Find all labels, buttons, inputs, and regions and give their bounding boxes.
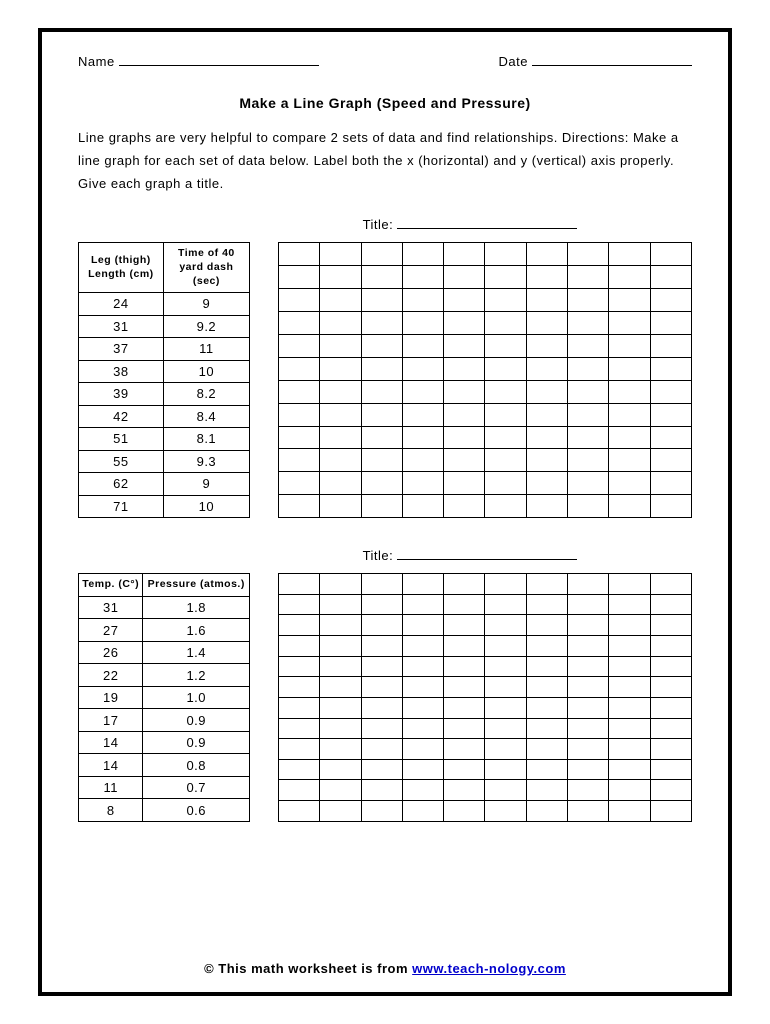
table-cell: 11 <box>79 776 143 799</box>
table1-col1-header: Leg (thigh) Length (cm) <box>79 243 164 293</box>
graph2-title-blank[interactable] <box>397 548 577 560</box>
footer: © This math worksheet is from www.teach-… <box>42 961 728 976</box>
table1-col2-header: Time of 40 yard dash (sec) <box>163 243 249 293</box>
table-row: 559.3 <box>79 450 250 473</box>
table-cell: 9.3 <box>163 450 249 473</box>
table-row: 191.0 <box>79 686 250 709</box>
table2-col2-header: Pressure (atmos.) <box>143 574 250 597</box>
table-cell: 19 <box>79 686 143 709</box>
table-cell: 26 <box>79 641 143 664</box>
table-cell: 38 <box>79 360 164 383</box>
table-row: 271.6 <box>79 619 250 642</box>
table-cell: 10 <box>163 495 249 518</box>
table-cell: 1.6 <box>143 619 250 642</box>
header-row: Name Date <box>78 54 692 69</box>
graph1-title-row: Title: <box>78 217 692 232</box>
table-cell: 9.2 <box>163 315 249 338</box>
table-row: 80.6 <box>79 799 250 822</box>
section-2: Temp. (C°) Pressure (atmos.) 311.8271.62… <box>78 573 692 822</box>
table-row: 428.4 <box>79 405 250 428</box>
section-1: Leg (thigh) Length (cm) Time of 40 yard … <box>78 242 692 518</box>
table-row: 319.2 <box>79 315 250 338</box>
table-row: 140.9 <box>79 731 250 754</box>
table-cell: 1.0 <box>143 686 250 709</box>
name-field: Name <box>78 54 319 69</box>
table-cell: 17 <box>79 709 143 732</box>
footer-prefix: © This math worksheet is from <box>204 961 412 976</box>
table-cell: 24 <box>79 293 164 316</box>
table-cell: 31 <box>79 596 143 619</box>
table-row: 7110 <box>79 495 250 518</box>
table-row: 261.4 <box>79 641 250 664</box>
table-cell: 27 <box>79 619 143 642</box>
table-cell: 9 <box>163 293 249 316</box>
table-cell: 8.4 <box>163 405 249 428</box>
table-cell: 22 <box>79 664 143 687</box>
table-row: 3810 <box>79 360 250 383</box>
table-row: 170.9 <box>79 709 250 732</box>
table-cell: 8.1 <box>163 428 249 451</box>
table-cell: 14 <box>79 731 143 754</box>
table-cell: 0.7 <box>143 776 250 799</box>
date-blank[interactable] <box>532 54 692 66</box>
date-field: Date <box>499 54 692 69</box>
table-row: 518.1 <box>79 428 250 451</box>
worksheet-title: Make a Line Graph (Speed and Pressure) <box>78 95 692 111</box>
table-cell: 8.2 <box>163 383 249 406</box>
table-row: 629 <box>79 473 250 496</box>
table-cell: 37 <box>79 338 164 361</box>
table-cell: 11 <box>163 338 249 361</box>
graph2-title-label: Title: <box>363 548 394 563</box>
table-cell: 39 <box>79 383 164 406</box>
table-cell: 9 <box>163 473 249 496</box>
directions-text: Line graphs are very helpful to compare … <box>78 127 692 195</box>
graph-grid-1[interactable] <box>278 242 692 518</box>
table-row: 221.2 <box>79 664 250 687</box>
table2-col1-header: Temp. (C°) <box>79 574 143 597</box>
table-cell: 0.8 <box>143 754 250 777</box>
table-cell: 8 <box>79 799 143 822</box>
table-cell: 55 <box>79 450 164 473</box>
graph1-title-blank[interactable] <box>397 217 577 229</box>
table-cell: 1.4 <box>143 641 250 664</box>
table-cell: 0.6 <box>143 799 250 822</box>
table-row: 3711 <box>79 338 250 361</box>
graph2-title-row: Title: <box>78 548 692 563</box>
table-cell: 0.9 <box>143 731 250 754</box>
table-cell: 1.2 <box>143 664 250 687</box>
table-cell: 0.9 <box>143 709 250 732</box>
table-row: 311.8 <box>79 596 250 619</box>
table-row: 249 <box>79 293 250 316</box>
footer-link[interactable]: www.teach-nology.com <box>412 961 566 976</box>
table-cell: 10 <box>163 360 249 383</box>
data-table-2: Temp. (C°) Pressure (atmos.) 311.8271.62… <box>78 573 250 822</box>
date-label: Date <box>499 54 528 69</box>
graph1-title-label: Title: <box>363 217 394 232</box>
data-table-1: Leg (thigh) Length (cm) Time of 40 yard … <box>78 242 250 518</box>
table-row: 110.7 <box>79 776 250 799</box>
table-cell: 31 <box>79 315 164 338</box>
graph-grid-2[interactable] <box>278 573 692 822</box>
table-cell: 62 <box>79 473 164 496</box>
table-cell: 51 <box>79 428 164 451</box>
name-blank[interactable] <box>119 54 319 66</box>
table-cell: 14 <box>79 754 143 777</box>
name-label: Name <box>78 54 115 69</box>
table-cell: 42 <box>79 405 164 428</box>
table-row: 140.8 <box>79 754 250 777</box>
table-row: 398.2 <box>79 383 250 406</box>
table-cell: 1.8 <box>143 596 250 619</box>
table-cell: 71 <box>79 495 164 518</box>
